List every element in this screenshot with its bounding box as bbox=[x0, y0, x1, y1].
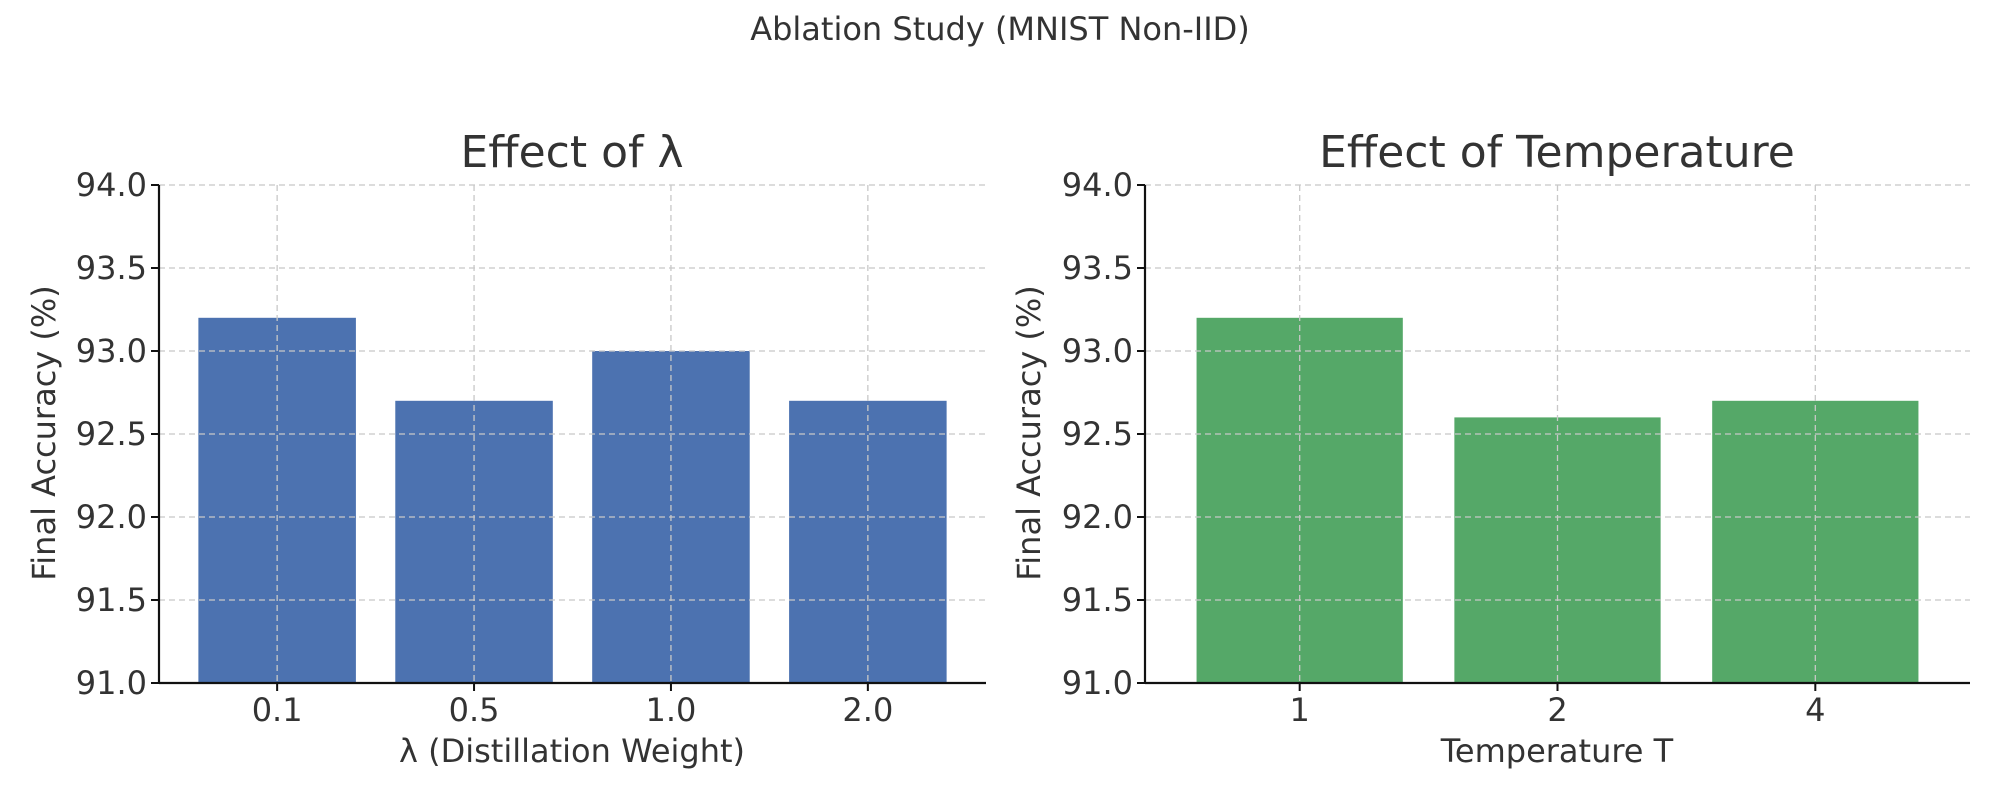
x-tick-label: 0.5 bbox=[449, 691, 500, 729]
x-tick-label: 4 bbox=[1805, 691, 1825, 729]
y-tick-label: 94.0 bbox=[1062, 166, 1133, 204]
ticks-temperature: 91.0 91.5 92.0 92.5 93.0 93.5 94.0 1 2 4 bbox=[1062, 166, 1826, 729]
x-axis-label-lambda: λ (Distillation Weight) bbox=[399, 732, 745, 770]
y-tick-label: 92.0 bbox=[1062, 498, 1133, 536]
y-tick-label: 91.0 bbox=[76, 664, 147, 702]
y-tick-label: 93.5 bbox=[76, 249, 147, 287]
x-tick-label: 1.0 bbox=[646, 691, 697, 729]
y-axis-label-temperature: Final Accuracy (%) bbox=[1010, 285, 1048, 581]
x-tick-label: 0.1 bbox=[252, 691, 303, 729]
y-tick-label: 91.5 bbox=[1062, 581, 1133, 619]
y-tick-label: 93.0 bbox=[76, 332, 147, 370]
x-tick-label: 2 bbox=[1547, 691, 1567, 729]
chart-panel-temperature: Effect of Temperature Temperature T Fina… bbox=[1010, 127, 1970, 770]
y-tick-label: 93.5 bbox=[1062, 249, 1133, 287]
x-axis-label-temperature: Temperature T bbox=[1440, 732, 1674, 770]
x-tick-label: 1 bbox=[1290, 691, 1310, 729]
chart-panel-lambda: Effect of λ λ (Distillation Weight) Fina… bbox=[25, 127, 986, 770]
grid-lambda bbox=[159, 184, 986, 683]
y-axis-label-lambda: Final Accuracy (%) bbox=[25, 285, 63, 581]
ticks-lambda: 91.0 91.5 92.0 92.5 93.0 93.5 94.0 0.1 0.5 1.0 2.0 bbox=[76, 166, 894, 729]
y-tick-label: 92.0 bbox=[76, 498, 147, 536]
chart-title-temperature: Effect of Temperature bbox=[1319, 127, 1795, 178]
figure-suptitle: Ablation Study (MNIST Non-IID) bbox=[750, 10, 1250, 48]
y-tick-label: 91.0 bbox=[1062, 664, 1133, 702]
y-tick-label: 94.0 bbox=[76, 166, 147, 204]
y-tick-label: 93.0 bbox=[1062, 332, 1133, 370]
x-tick-label: 2.0 bbox=[842, 691, 893, 729]
y-tick-label: 91.5 bbox=[76, 581, 147, 619]
chart-title-lambda: Effect of λ bbox=[460, 127, 683, 178]
grid-temperature bbox=[1145, 184, 1970, 683]
y-tick-label: 92.5 bbox=[1062, 415, 1133, 453]
y-tick-label: 92.5 bbox=[76, 415, 147, 453]
bars-lambda bbox=[198, 317, 947, 683]
